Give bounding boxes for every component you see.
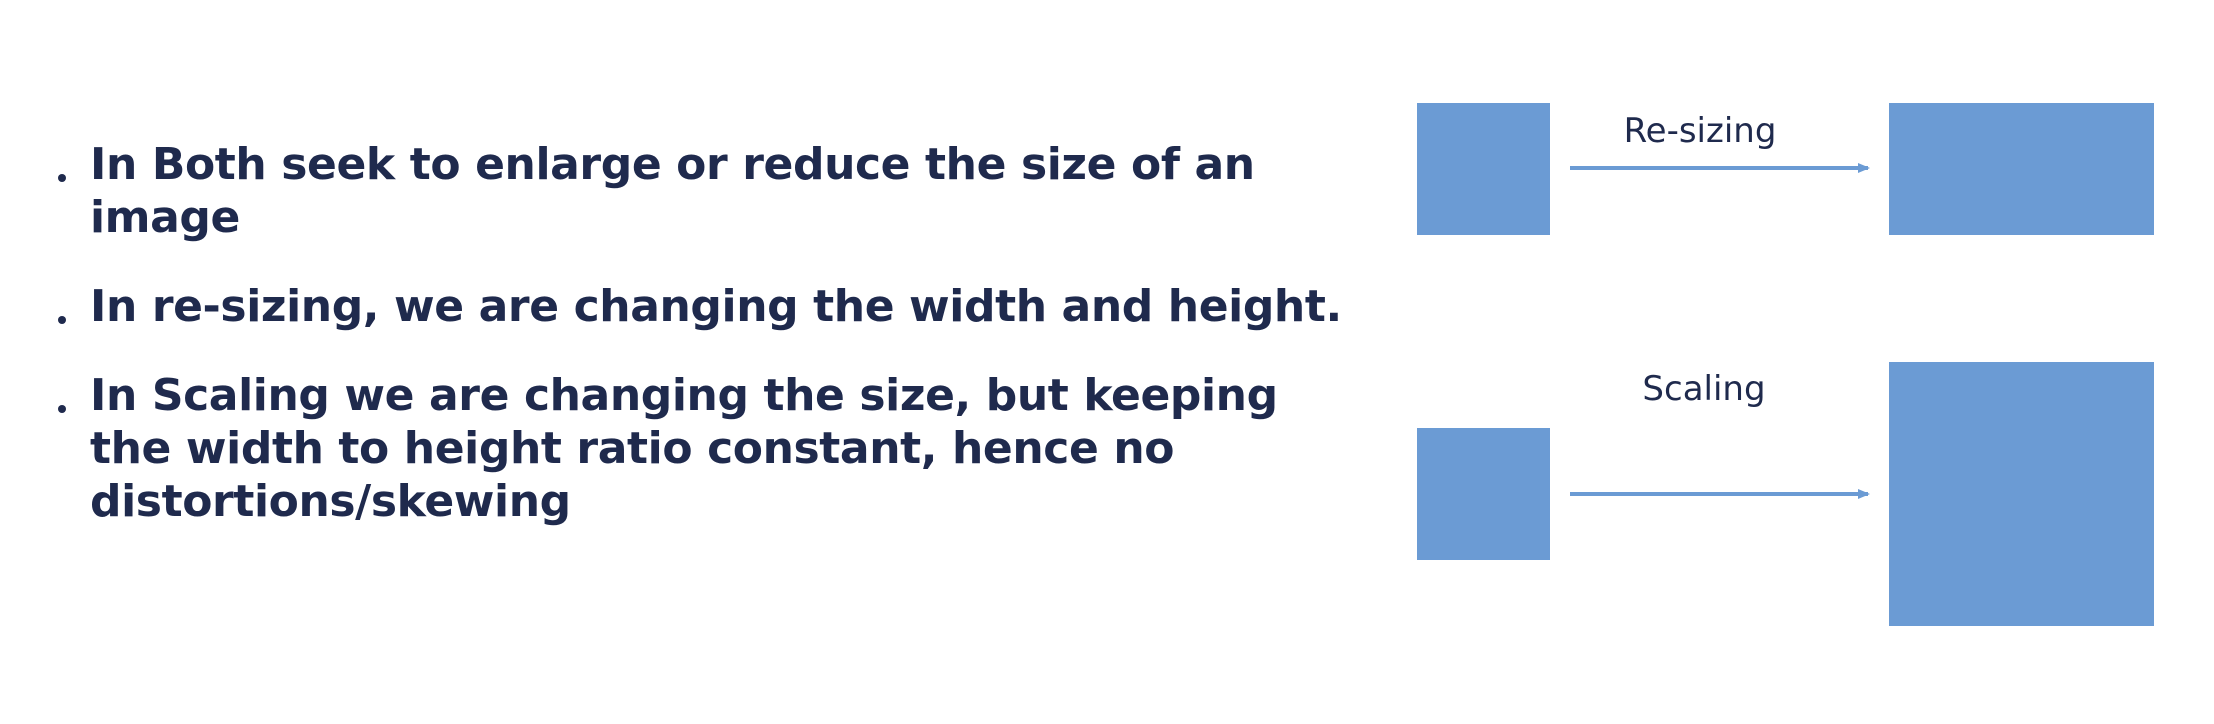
bullet-item-resizing: In re-sizing, we are changing the width … bbox=[52, 280, 1372, 333]
scaling-target-box bbox=[1889, 362, 2154, 626]
bullet-item-scaling: In Scaling we are changing the size, but… bbox=[52, 369, 1372, 528]
resizing-target-box bbox=[1889, 103, 2154, 235]
resizing-source-box bbox=[1417, 103, 1550, 235]
scaling-label: Scaling bbox=[1642, 369, 1765, 409]
scaling-source-box bbox=[1417, 428, 1550, 560]
bullet-item-both: In Both seek to enlarge or reduce the si… bbox=[52, 138, 1372, 244]
bullet-list: In Both seek to enlarge or reduce the si… bbox=[52, 138, 1372, 564]
resizing-label: Re-sizing bbox=[1624, 111, 1777, 151]
